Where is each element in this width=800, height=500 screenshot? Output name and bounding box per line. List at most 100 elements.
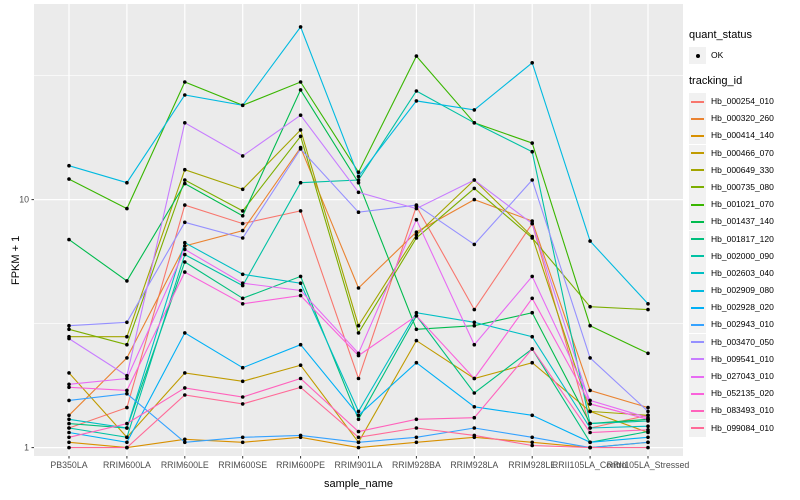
data-point [414,206,419,211]
data-point [530,413,534,418]
legend-key [689,247,706,265]
data-point [472,108,477,112]
data-point [240,440,245,445]
data-point [240,435,245,440]
line-swatch-icon [691,409,704,412]
data-point [530,443,534,448]
data-point [125,445,129,450]
legend-item-label: Hb_052135_020 [711,388,774,399]
x-tick-label: RRII105LA_Control [552,460,628,470]
legend-key [689,213,706,231]
data-point [67,385,71,390]
data-point [588,323,592,328]
legend-item-label: Hb_002943_010 [711,319,774,330]
data-point [298,288,303,293]
data-point [472,342,477,347]
data-point [472,415,477,420]
legend-key [689,350,706,368]
line-swatch-icon [691,255,704,258]
legend-key [689,419,706,437]
data-point [298,113,303,117]
legend: quant_status OK tracking_id Hb_000254_01… [689,28,799,437]
line-swatch-icon [691,358,704,361]
data-point [298,128,303,132]
legend-item-label: Hb_002909_080 [711,285,774,296]
legend-key [689,144,706,162]
data-point [472,426,477,430]
legend-key [689,368,706,385]
data-point [125,421,129,426]
legend-item: Hb_000466_070 [689,144,799,162]
x-tick-label: RRIM901LA [335,460,383,470]
data-point [240,187,245,192]
legend-item: Hb_001021_070 [689,196,799,214]
x-tick-label: PB350LA [50,460,87,470]
legend-key [689,161,706,179]
data-point [298,363,303,368]
data-point [414,338,419,343]
data-point [67,413,71,418]
legend-key [689,196,706,214]
data-point [588,445,592,450]
data-point [588,402,592,406]
legend-key [689,127,706,145]
data-point [356,190,361,195]
data-point [530,296,534,301]
data-point [67,237,71,242]
legend-item: Hb_002928_020 [689,299,799,317]
legend-item: Hb_027043_010 [689,368,799,385]
legend-tracking-entries: Hb_000254_010 Hb_000320_260 Hb_000414_140 H… [689,93,799,437]
data-point [414,217,419,222]
data-point [240,296,245,301]
data-point [356,170,361,174]
legend-key [689,333,706,351]
data-point [414,54,419,58]
data-point [183,178,187,182]
data-point [530,435,534,440]
data-point [646,302,650,306]
data-point [67,327,71,332]
data-point [183,240,187,245]
x-tick-label: RRIM600PE [276,460,325,470]
data-point [125,342,129,347]
data-point [356,178,361,182]
data-point [414,435,419,440]
data-point [646,428,650,432]
x-tick-label: RRIM600LA [103,460,151,470]
line-swatch-icon [691,152,704,155]
legend-title-tracking-id: tracking_id [689,75,743,87]
legend-item-label: Hb_009541_010 [711,353,774,364]
data-point [125,435,129,440]
line-swatch-icon [691,169,704,172]
data-point [183,252,187,257]
data-point [298,180,303,185]
data-point [356,286,361,290]
data-point [414,233,419,237]
data-point [588,426,592,430]
data-point [414,314,419,318]
data-point [240,365,245,370]
data-point [414,360,419,365]
data-point [240,395,245,399]
data-point [67,417,71,422]
data-point [356,429,361,434]
data-point [298,80,303,84]
data-point [472,376,477,381]
line-swatch-icon [691,289,704,292]
y-axis-title: FPKM + 1 [10,235,22,285]
legend-item-label: Hb_001817_120 [711,233,774,244]
legend-key [689,93,706,110]
data-point [530,440,534,445]
data-point [646,435,650,440]
data-point [646,307,650,312]
legend-item: Hb_052135_020 [689,385,799,403]
legend-item-label: Hb_000735_080 [711,181,774,192]
data-point [183,80,187,84]
data-point [414,440,419,445]
x-tick-label: RRIM600LE [161,460,209,470]
data-point [356,376,361,381]
data-point [125,356,129,360]
data-point [646,445,650,450]
data-point [240,379,245,384]
y-tick-label: 10 [19,195,29,205]
